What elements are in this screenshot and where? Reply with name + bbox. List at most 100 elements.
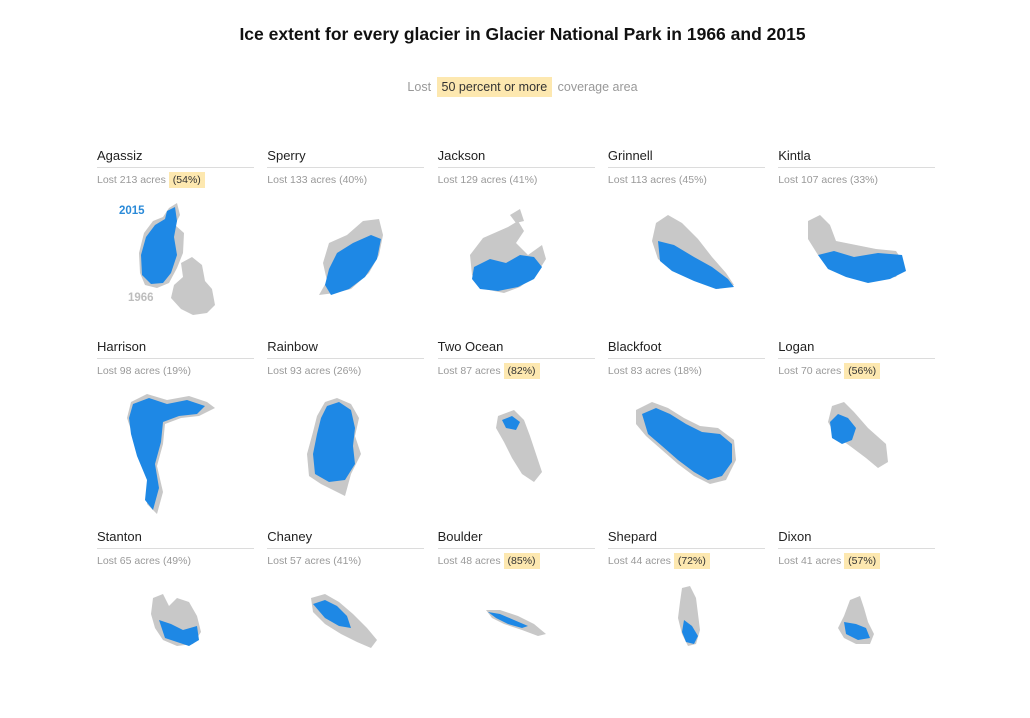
acres-lost-text: Lost 93 acres (267, 364, 334, 377)
acres-lost-label: Lost 113 acres (45%) (608, 172, 765, 188)
glacier-outline-map (828, 401, 889, 468)
ice-extent-2015 (159, 620, 199, 646)
percent-lost-badge: (18%) (673, 364, 702, 377)
percent-lost-badge: (26%) (333, 364, 362, 377)
glacier-card: Rainbow Lost 93 acres (26%) (267, 338, 425, 528)
acres-lost-text: Lost 213 acres (97, 174, 169, 186)
glacier-outline-map (469, 209, 546, 293)
percent-lost-badge: (72%) (673, 553, 710, 569)
glacier-card: Harrison Lost 98 acres (19%) (97, 338, 254, 528)
glacier-name: Harrison (97, 338, 254, 359)
acres-lost-label: Lost 98 acres (19%) (97, 363, 254, 379)
acres-lost-label: Lost 65 acres (49%) (97, 553, 254, 569)
acres-lost-text: Lost 65 acres (97, 555, 163, 567)
percent-lost-badge: (82%) (503, 362, 540, 379)
ice-extent-2015 (830, 413, 857, 444)
glacier-card: Dixon Lost 41 acres (57%) (778, 528, 936, 718)
glacier-name: Stanton (97, 528, 254, 549)
percent-lost-badge: (49%) (162, 555, 191, 567)
percent-lost-badge: (41%) (509, 174, 538, 186)
ice-extent-2015 (641, 407, 732, 480)
acres-lost-text: Lost 41 acres (778, 555, 845, 567)
glacier-outline-map (808, 215, 907, 283)
legend: Lost 50 percent or more coverage area (0, 77, 1030, 97)
acres-lost-label: Lost 57 acres (41%) (267, 553, 424, 569)
legend-suffix: coverage area (557, 80, 638, 94)
acres-lost-text: Lost 129 acres (437, 174, 510, 186)
acres-lost-label: Lost 83 acres (18%) (608, 363, 765, 379)
acres-lost-label: Lost 41 acres (57%) (778, 553, 935, 569)
glacier-name: Chaney (267, 528, 425, 549)
percent-lost-badge: (54%) (168, 172, 205, 188)
acres-lost-text: Lost 83 acres (607, 364, 674, 377)
glacier-grid: Agassiz Lost 213 acres (54%) 2015 1966 Sperr… (97, 147, 957, 697)
glacier-name: Jackson (437, 147, 595, 168)
acres-lost-label: Lost 48 acres (85%) (438, 553, 595, 569)
legend-highlight: 50 percent or more (436, 77, 553, 97)
ice-extent-2015 (313, 600, 352, 628)
acres-lost-label: Lost 213 acres (54%) (97, 172, 254, 188)
ice-extent-2015 (141, 207, 177, 284)
glacier-card: Stanton Lost 65 acres (49%) (97, 528, 254, 718)
ice-extent-2015 (818, 251, 907, 283)
glacier-card: Agassiz Lost 213 acres (54%) 2015 1966 (97, 147, 254, 337)
ice-extent-2015 (313, 401, 356, 482)
ice-extent-2015 (657, 241, 734, 289)
glacier-outline-map: 2015 1966 (119, 203, 215, 315)
legend-prefix: Lost (407, 80, 432, 94)
ice-extent-2015 (844, 622, 871, 640)
acres-lost-text: Lost 113 acres (607, 174, 679, 186)
glacier-outline-map (838, 596, 875, 644)
acres-lost-label: Lost 133 acres (40%) (267, 172, 424, 188)
glacier-name: Dixon (778, 528, 936, 549)
glacier-outline-map (485, 610, 546, 636)
glacier-outline-map (151, 594, 201, 646)
glacier-outline-map (495, 409, 542, 482)
acres-lost-label: Lost 129 acres (41%) (438, 172, 595, 188)
ice-extent-2015 (129, 397, 205, 510)
glacier-card: Sperry Lost 133 acres (40%) (267, 147, 425, 337)
acres-lost-text: Lost 133 acres (267, 174, 340, 186)
percent-lost-badge: (57%) (844, 553, 881, 569)
year-label-2015: 2015 (119, 205, 145, 217)
acres-lost-label: Lost 44 acres (72%) (608, 553, 765, 569)
glacier-name: Two Ocean (437, 338, 595, 359)
acres-lost-text: Lost 98 acres (97, 364, 163, 377)
percent-lost-badge: (85%) (503, 553, 540, 569)
ice-extent-2015 (501, 415, 520, 430)
acres-lost-text: Lost 87 acres (437, 364, 504, 377)
ice-extent-1966 (509, 209, 524, 223)
glacier-name: Blackfoot (607, 338, 765, 359)
glacier-outline-map (311, 594, 378, 648)
acres-lost-label: Lost 87 acres (82%) (437, 362, 595, 379)
glacier-name: Rainbow (267, 338, 425, 359)
acres-lost-label: Lost 93 acres (26%) (267, 363, 424, 379)
percent-lost-badge: (45%) (678, 174, 707, 186)
glacier-name: Kintla (778, 147, 936, 168)
percent-lost-badge: (56%) (844, 362, 881, 379)
glacier-name: Agassiz (97, 147, 254, 168)
glacier-card: Logan Lost 70 acres (56%) (778, 338, 936, 528)
glacier-outline-map (635, 401, 736, 484)
acres-lost-text: Lost 48 acres (437, 555, 504, 567)
glacier-card: Grinnell Lost 113 acres (45%) (607, 147, 765, 337)
glacier-card: Two Ocean Lost 87 acres (82%) (437, 338, 595, 528)
glacier-outline-map (677, 586, 700, 646)
acres-lost-text: Lost 107 acres (778, 174, 850, 186)
acres-lost-label: Lost 70 acres (56%) (778, 362, 935, 379)
glacier-card: Jackson Lost 129 acres (41%) (437, 147, 595, 337)
percent-lost-badge: (19%) (162, 364, 191, 377)
glacier-card: Shepard Lost 44 acres (72%) (607, 528, 765, 718)
ice-extent-2015 (325, 235, 382, 295)
year-label-1966: 1966 (128, 292, 154, 304)
glacier-card: Kintla Lost 107 acres (33%) (778, 147, 936, 337)
glacier-name: Shepard (607, 528, 765, 549)
ice-extent-2015 (471, 255, 542, 291)
percent-lost-badge: (33%) (849, 174, 878, 186)
percent-lost-badge: (40%) (339, 174, 368, 186)
glacier-name: Sperry (267, 147, 425, 168)
glacier-name: Logan (778, 338, 936, 359)
acres-lost-text: Lost 44 acres (607, 555, 674, 567)
glacier-card: Blackfoot Lost 83 acres (18%) (607, 338, 765, 528)
glacier-outline-map (307, 397, 362, 496)
